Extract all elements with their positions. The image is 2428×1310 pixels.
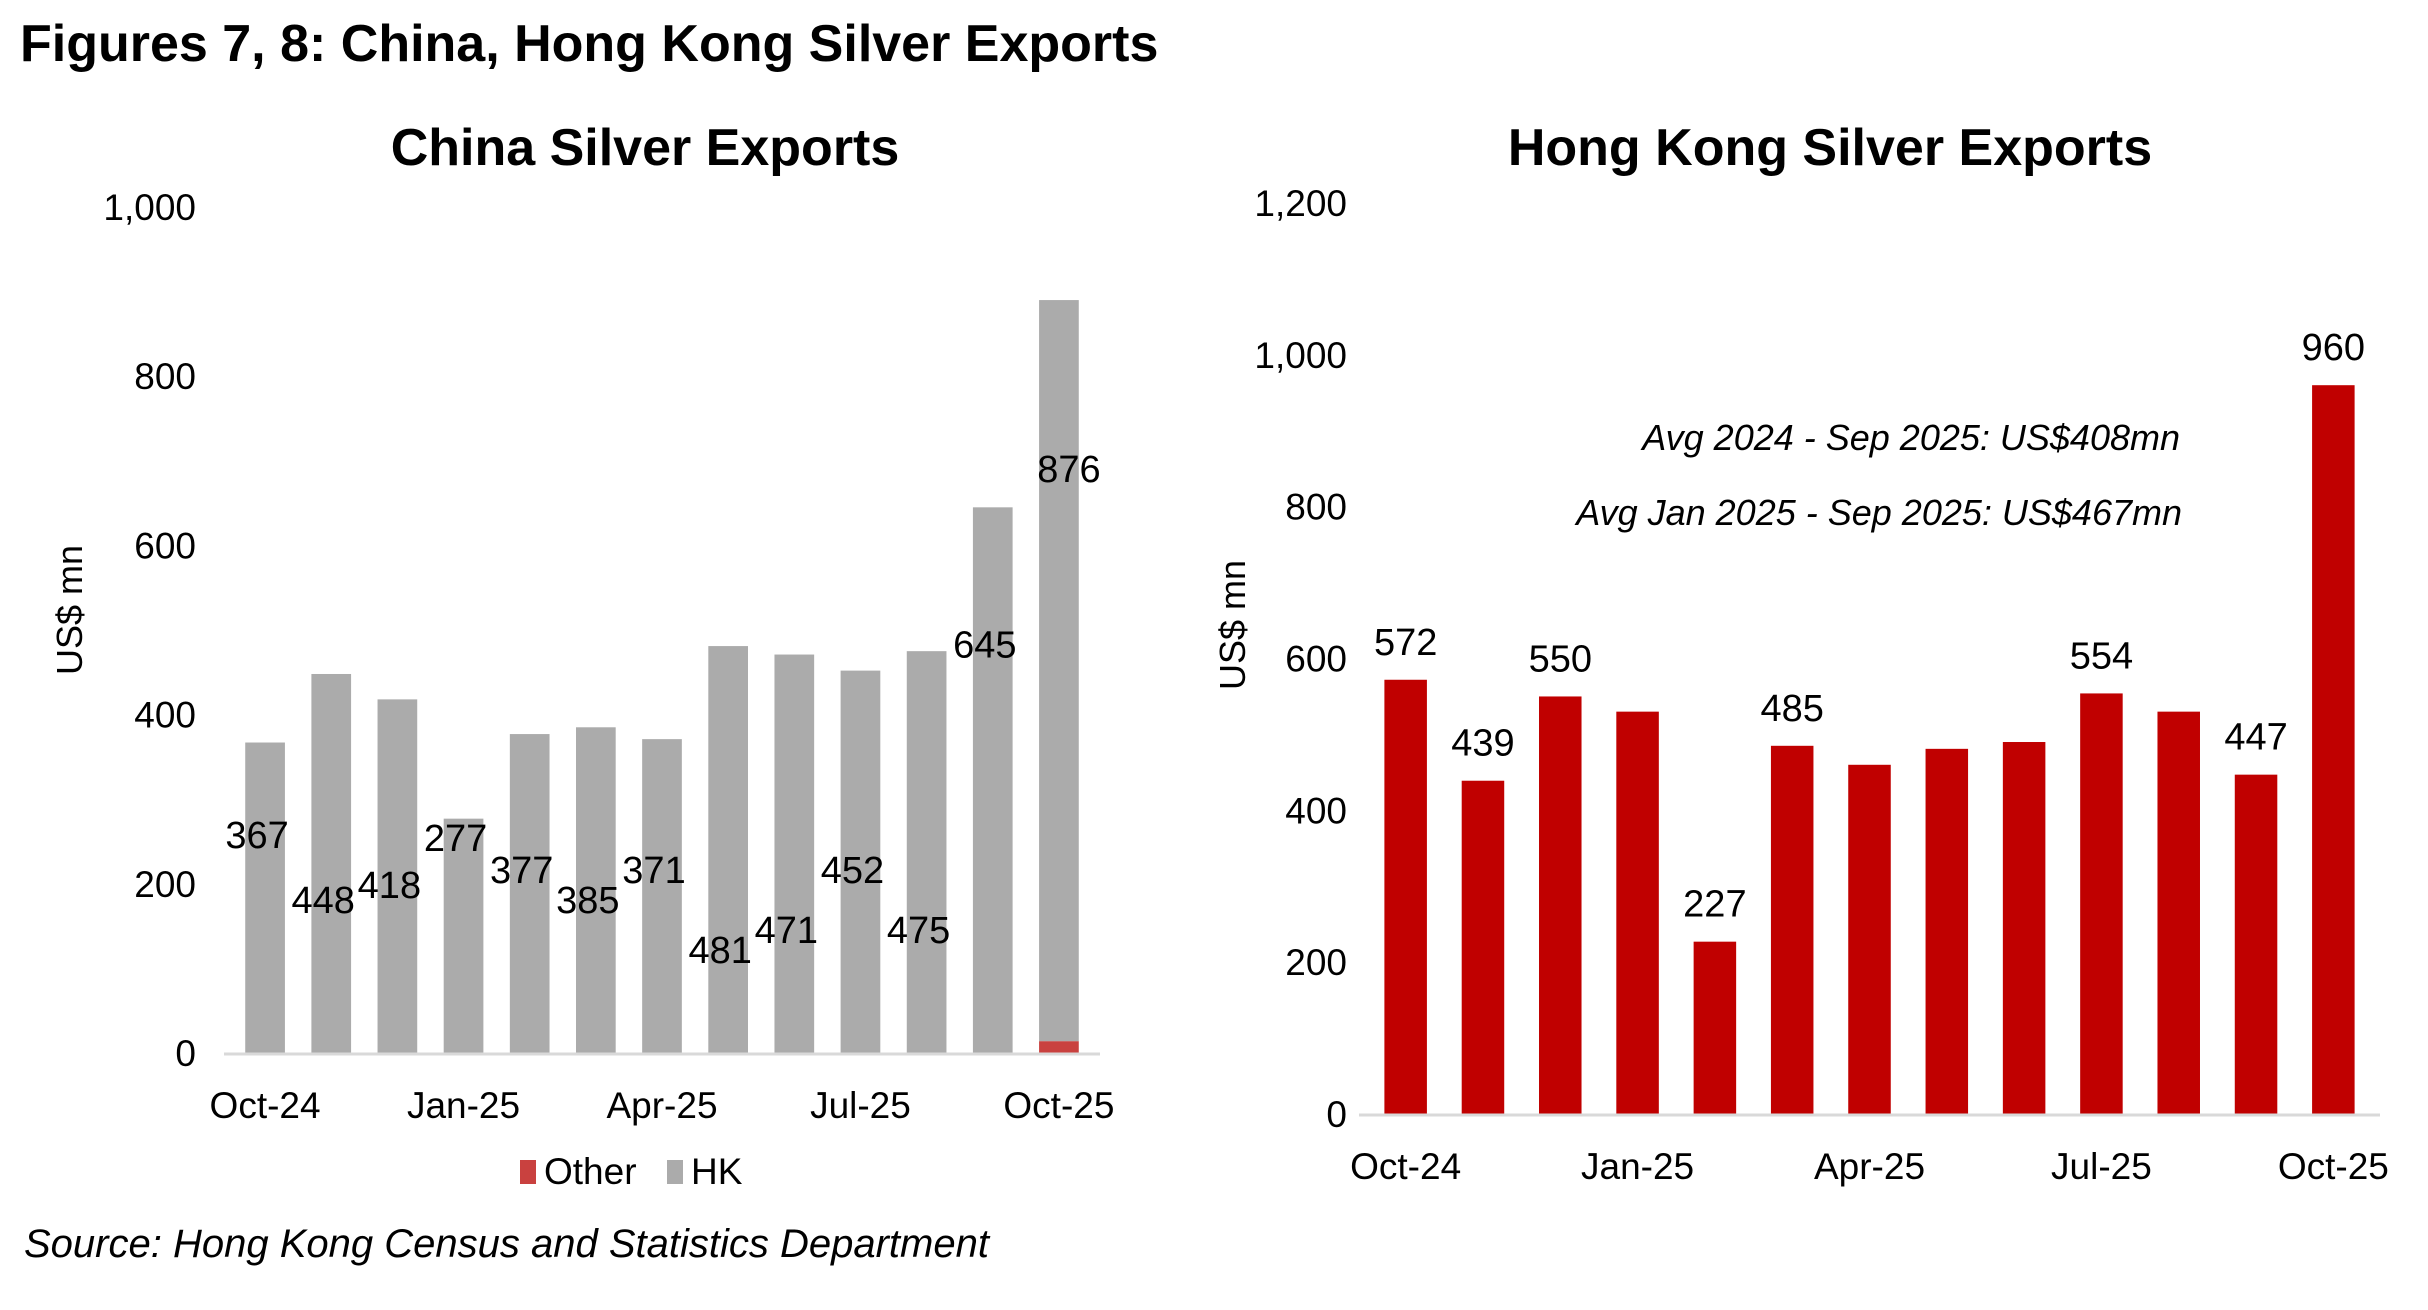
bar-Jul-25 <box>2080 693 2123 1114</box>
y-tick-label: 1,200 <box>1254 183 1347 224</box>
bar-May-25 <box>1925 748 1969 1114</box>
figure-title: Figures 7, 8: China, Hong Kong Silver Ex… <box>20 15 1159 73</box>
bar-hk-Feb-25 <box>509 734 550 1053</box>
y-tick-label: 400 <box>1285 790 1347 831</box>
bar-Apr-25 <box>1848 764 1891 1114</box>
bar-Oct-24 <box>1384 679 1427 1114</box>
bar-Nov-24 <box>1461 780 1505 1114</box>
data-label: 418 <box>358 865 421 907</box>
data-label: 572 <box>1374 622 1437 664</box>
bar-hk-Jan-25 <box>443 818 484 1053</box>
data-label: 367 <box>225 815 288 857</box>
y-tick-label: 0 <box>1326 1094 1347 1135</box>
y-tick-label: 400 <box>134 695 196 736</box>
data-label: 475 <box>887 910 950 952</box>
data-label: 554 <box>2070 635 2133 677</box>
bar-Jun-25 <box>2002 742 2046 1114</box>
data-label: 371 <box>622 850 685 892</box>
data-label: 447 <box>2224 717 2287 759</box>
data-label: 481 <box>688 930 751 972</box>
y-tick-label: 1,000 <box>1254 335 1347 376</box>
x-tick-label: Jul-25 <box>2051 1146 2152 1187</box>
legend-swatch-other <box>520 1160 536 1184</box>
chart-title: Hong Kong Silver Exports <box>1508 119 2152 177</box>
bar-hk-Jun-25 <box>774 654 815 1053</box>
y-axis-label: US$ mn <box>1212 560 1253 690</box>
y-tick-label: 1,000 <box>103 187 196 228</box>
x-tick-label: Jul-25 <box>810 1085 911 1126</box>
china-silver-exports-chart: China Silver Exports US$ mn 0 200 400 600 80… <box>49 119 1114 1192</box>
bar-other-Oct-25 <box>1039 1041 1079 1053</box>
y-tick-label: 200 <box>134 864 196 905</box>
bar-Aug-25 <box>2157 711 2200 1114</box>
x-tick-label: Oct-24 <box>210 1085 321 1126</box>
chart-title: China Silver Exports <box>391 119 900 177</box>
y-tick-label: 800 <box>1285 487 1347 528</box>
bar-hk-Oct-24 <box>245 742 285 1053</box>
bar-Feb-25 <box>1693 941 1737 1114</box>
annotation-average-2025: Avg Jan 2025 - Sep 2025: US$467mn <box>1574 492 2182 533</box>
legend-label-hk: HK <box>691 1151 743 1192</box>
data-label: 277 <box>424 818 487 860</box>
y-axis-label: US$ mn <box>49 545 90 675</box>
x-tick-label: Oct-25 <box>1003 1085 1114 1126</box>
hong-kong-silver-exports-chart: Hong Kong Silver Exports US$ mn 0 200 400 6… <box>1212 119 2389 1187</box>
data-label: 439 <box>1451 723 1514 765</box>
source-note: Source: Hong Kong Census and Statistics … <box>24 1222 989 1266</box>
annotation-average-2024: Avg 2024 - Sep 2025: US$408mn <box>1640 417 2180 458</box>
bar-hk-Jul-25 <box>840 670 881 1053</box>
bar-hk-May-25 <box>708 646 748 1053</box>
bar-hk-Apr-25 <box>642 739 682 1053</box>
bar-hk-Aug-25 <box>906 651 947 1053</box>
bar-hk-Dec-24 <box>377 699 418 1053</box>
bar-Dec-24 <box>1539 696 1582 1114</box>
bar-hk-Oct-25 <box>1039 300 1079 1042</box>
y-tick-label: 600 <box>1285 639 1347 680</box>
legend-label-other: Other <box>544 1151 637 1192</box>
data-label: 876 <box>1037 449 1100 491</box>
legend: Other HK <box>520 1151 743 1192</box>
data-label: 645 <box>953 624 1016 666</box>
data-label: 452 <box>821 850 884 892</box>
y-tick-label: 200 <box>1285 942 1347 983</box>
data-label: 471 <box>755 910 818 952</box>
x-tick-label: Apr-25 <box>1814 1146 1925 1187</box>
data-label: 550 <box>1529 638 1592 680</box>
bar-hk-Nov-24 <box>311 673 352 1053</box>
x-tick-label: Jan-25 <box>1581 1146 1694 1187</box>
bar-Jan-25 <box>1616 711 1659 1114</box>
bar-Mar-25 <box>1770 745 1814 1114</box>
x-tick-label: Oct-25 <box>2278 1146 2389 1187</box>
x-tick-label: Jan-25 <box>407 1085 520 1126</box>
data-label: 227 <box>1683 884 1746 926</box>
x-tick-label: Apr-25 <box>606 1085 717 1126</box>
data-label: 448 <box>292 880 355 922</box>
data-label: 485 <box>1760 688 1823 730</box>
y-tick-label: 600 <box>134 525 196 566</box>
y-tick-label: 0 <box>175 1033 196 1074</box>
data-label: 377 <box>490 850 553 892</box>
y-tick-label: 800 <box>134 356 196 397</box>
legend-swatch-hk <box>667 1160 683 1184</box>
data-label: 960 <box>2302 327 2365 369</box>
bar-Oct-25 <box>2312 385 2355 1114</box>
bar-hk-Mar-25 <box>576 727 616 1053</box>
bar-hk-Sep-25 <box>972 507 1013 1054</box>
bar-Sep-25 <box>2234 774 2278 1114</box>
data-label: 385 <box>556 880 619 922</box>
x-tick-label: Oct-24 <box>1350 1146 1461 1187</box>
